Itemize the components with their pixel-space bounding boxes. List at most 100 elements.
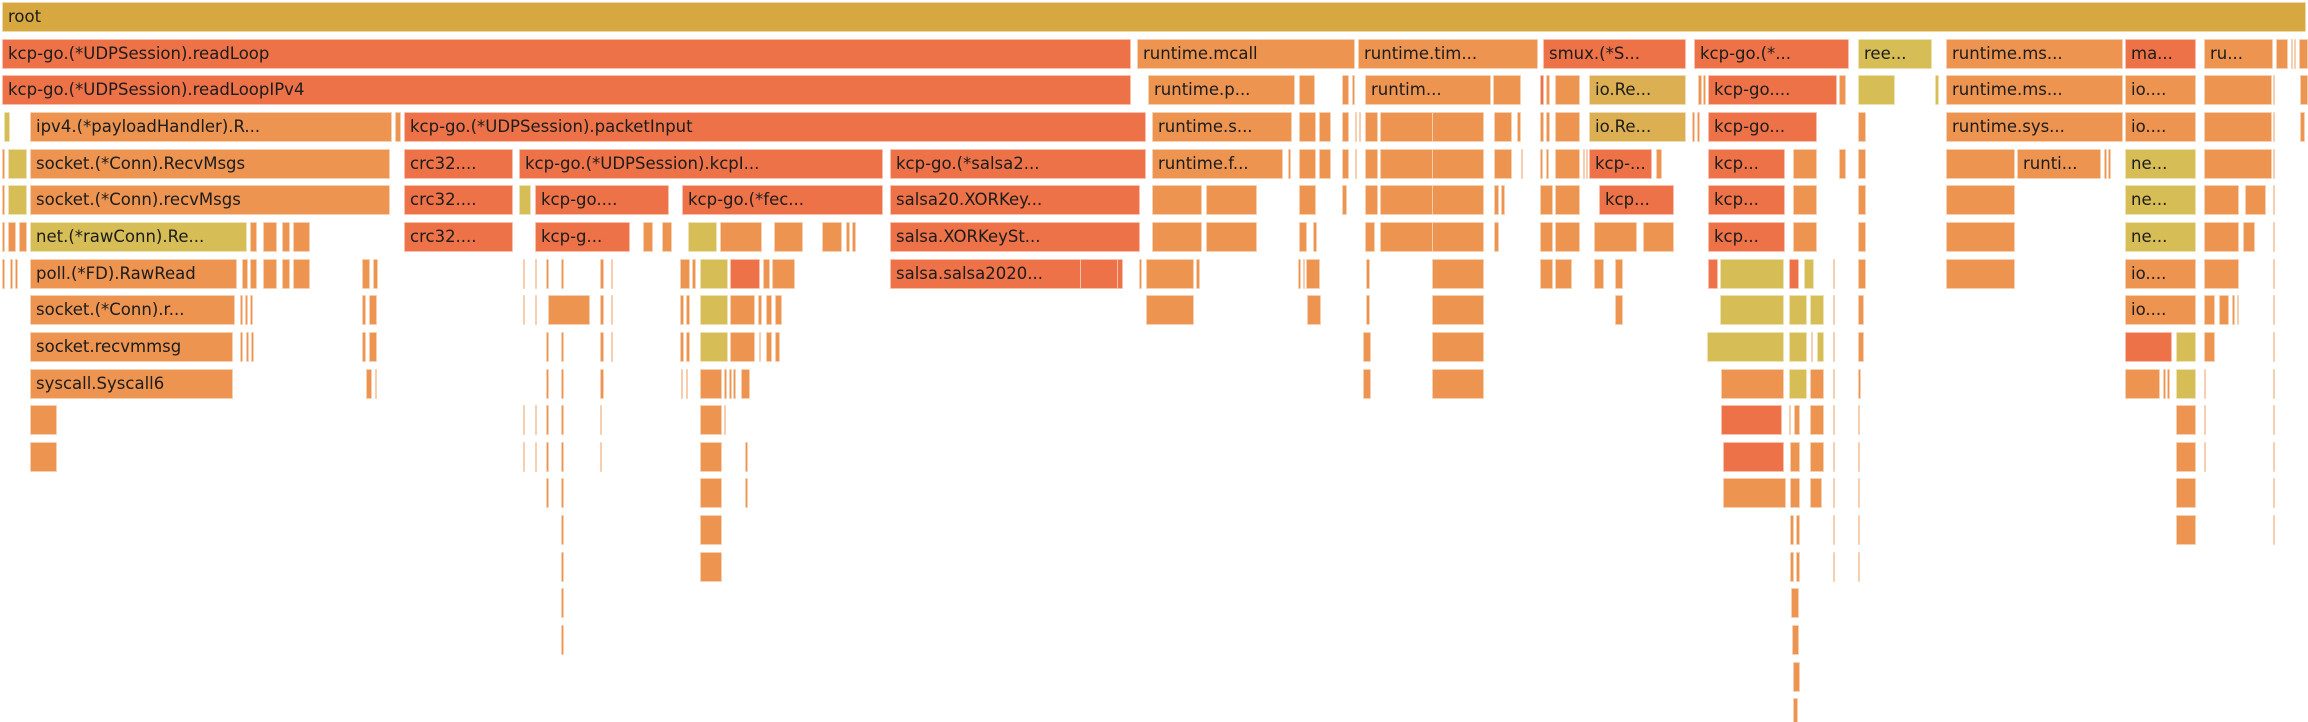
frame[interactable] bbox=[1432, 149, 1484, 179]
frame-kcp-go-salsa2[interactable]: kcp-go.(*salsa2... bbox=[890, 149, 1146, 179]
frame[interactable] bbox=[240, 295, 243, 325]
frame[interactable] bbox=[2204, 112, 2272, 142]
frame[interactable] bbox=[561, 478, 564, 508]
frame[interactable] bbox=[2104, 149, 2107, 179]
frame[interactable] bbox=[1858, 442, 1860, 472]
frame[interactable] bbox=[2243, 222, 2255, 252]
frame[interactable] bbox=[1721, 369, 1784, 399]
frame[interactable] bbox=[1817, 332, 1824, 362]
frame[interactable] bbox=[1319, 112, 1331, 142]
frame[interactable] bbox=[362, 332, 366, 362]
frame[interactable] bbox=[680, 295, 684, 325]
frame[interactable] bbox=[375, 369, 377, 399]
frame[interactable] bbox=[1494, 222, 1499, 252]
frame[interactable] bbox=[2273, 515, 2275, 545]
frame[interactable] bbox=[30, 405, 57, 435]
frame-ree[interactable]: ree... bbox=[1858, 39, 1932, 69]
frame[interactable] bbox=[2108, 149, 2111, 179]
frame[interactable] bbox=[2273, 222, 2275, 252]
frame[interactable] bbox=[1833, 552, 1835, 582]
frame[interactable] bbox=[1615, 295, 1623, 325]
frame[interactable] bbox=[1810, 442, 1824, 472]
frame[interactable] bbox=[8, 185, 27, 215]
frame[interactable] bbox=[1342, 75, 1349, 105]
frame[interactable] bbox=[1540, 112, 1544, 142]
frame[interactable] bbox=[600, 259, 604, 289]
frame[interactable] bbox=[250, 295, 253, 325]
frame[interactable] bbox=[2204, 442, 2206, 472]
frame[interactable] bbox=[1790, 552, 1794, 582]
frame[interactable] bbox=[2273, 185, 2275, 215]
frame[interactable] bbox=[1555, 259, 1572, 289]
frame[interactable] bbox=[2125, 332, 2172, 362]
frame[interactable] bbox=[1791, 588, 1799, 618]
frame[interactable] bbox=[1380, 112, 1433, 142]
frame[interactable] bbox=[2300, 75, 2308, 105]
frame[interactable] bbox=[1810, 405, 1824, 435]
frame-kcp[interactable]: kcp... bbox=[1599, 185, 1674, 215]
frame[interactable] bbox=[250, 222, 257, 252]
frame[interactable] bbox=[1555, 149, 1580, 179]
frame[interactable] bbox=[1494, 149, 1512, 179]
frame[interactable] bbox=[546, 442, 549, 472]
frame-io[interactable]: io.... bbox=[2125, 295, 2196, 325]
frame[interactable] bbox=[1493, 75, 1521, 105]
frame[interactable] bbox=[1365, 185, 1378, 215]
frame[interactable] bbox=[662, 222, 672, 252]
frame[interactable] bbox=[1839, 75, 1846, 105]
frame-io[interactable]: io.... bbox=[2125, 75, 2196, 105]
frame-socket-conn-r[interactable]: socket.(*Conn).r... bbox=[30, 295, 235, 325]
frame[interactable] bbox=[2273, 405, 2275, 435]
frame[interactable] bbox=[775, 332, 780, 362]
frame[interactable] bbox=[1146, 295, 1194, 325]
frame[interactable] bbox=[8, 149, 27, 179]
frame[interactable] bbox=[1858, 369, 1861, 399]
frame[interactable] bbox=[1833, 515, 1835, 545]
frame[interactable] bbox=[1789, 295, 1807, 325]
frame[interactable] bbox=[745, 478, 748, 508]
frame-ne[interactable]: ne... bbox=[2125, 149, 2196, 179]
frame[interactable] bbox=[700, 515, 722, 545]
frame[interactable] bbox=[772, 259, 795, 289]
frame[interactable] bbox=[2204, 259, 2239, 289]
frame[interactable] bbox=[600, 442, 602, 472]
frame[interactable] bbox=[293, 259, 310, 289]
frame[interactable] bbox=[1299, 185, 1316, 215]
frame[interactable] bbox=[1839, 149, 1846, 179]
frame-kcp-go[interactable]: kcp-go.... bbox=[1708, 75, 1837, 105]
frame[interactable] bbox=[1792, 625, 1799, 655]
frame[interactable] bbox=[1307, 295, 1321, 325]
frame[interactable] bbox=[19, 222, 27, 252]
frame[interactable] bbox=[1546, 112, 1550, 142]
frame[interactable] bbox=[2294, 39, 2296, 69]
frame[interactable] bbox=[1703, 75, 1706, 105]
frame[interactable] bbox=[282, 259, 290, 289]
frame[interactable] bbox=[1793, 662, 1800, 692]
frame[interactable] bbox=[1555, 222, 1580, 252]
frame[interactable] bbox=[600, 369, 604, 399]
frame[interactable] bbox=[1363, 332, 1371, 362]
frame[interactable] bbox=[1540, 149, 1543, 179]
frame[interactable] bbox=[2204, 149, 2272, 179]
frame[interactable] bbox=[523, 295, 525, 325]
frame-salsa20-xorkey[interactable]: salsa20.XORKey... bbox=[890, 185, 1140, 215]
frame[interactable] bbox=[535, 259, 537, 289]
frame[interactable] bbox=[1432, 222, 1484, 252]
frame[interactable] bbox=[2176, 478, 2196, 508]
frame[interactable] bbox=[362, 295, 366, 325]
frame[interactable] bbox=[1707, 332, 1784, 362]
frame-smux-s[interactable]: smux.(*S... bbox=[1543, 39, 1686, 69]
frame[interactable] bbox=[1858, 149, 1866, 179]
frame[interactable] bbox=[561, 588, 564, 618]
frame[interactable] bbox=[395, 112, 401, 142]
frame[interactable] bbox=[1555, 185, 1580, 215]
frame[interactable] bbox=[724, 369, 727, 399]
frame[interactable] bbox=[1540, 185, 1553, 215]
frame-io[interactable]: io.... bbox=[2125, 259, 2196, 289]
frame[interactable] bbox=[523, 405, 525, 435]
frame-runtime-ms[interactable]: runtime.ms... bbox=[1946, 75, 2123, 105]
frame-salsa-xorkeyst[interactable]: salsa.XORKeySt... bbox=[890, 222, 1140, 252]
frame[interactable] bbox=[1152, 185, 1202, 215]
frame[interactable] bbox=[1555, 75, 1580, 105]
frame-ru[interactable]: ru... bbox=[2204, 39, 2273, 69]
